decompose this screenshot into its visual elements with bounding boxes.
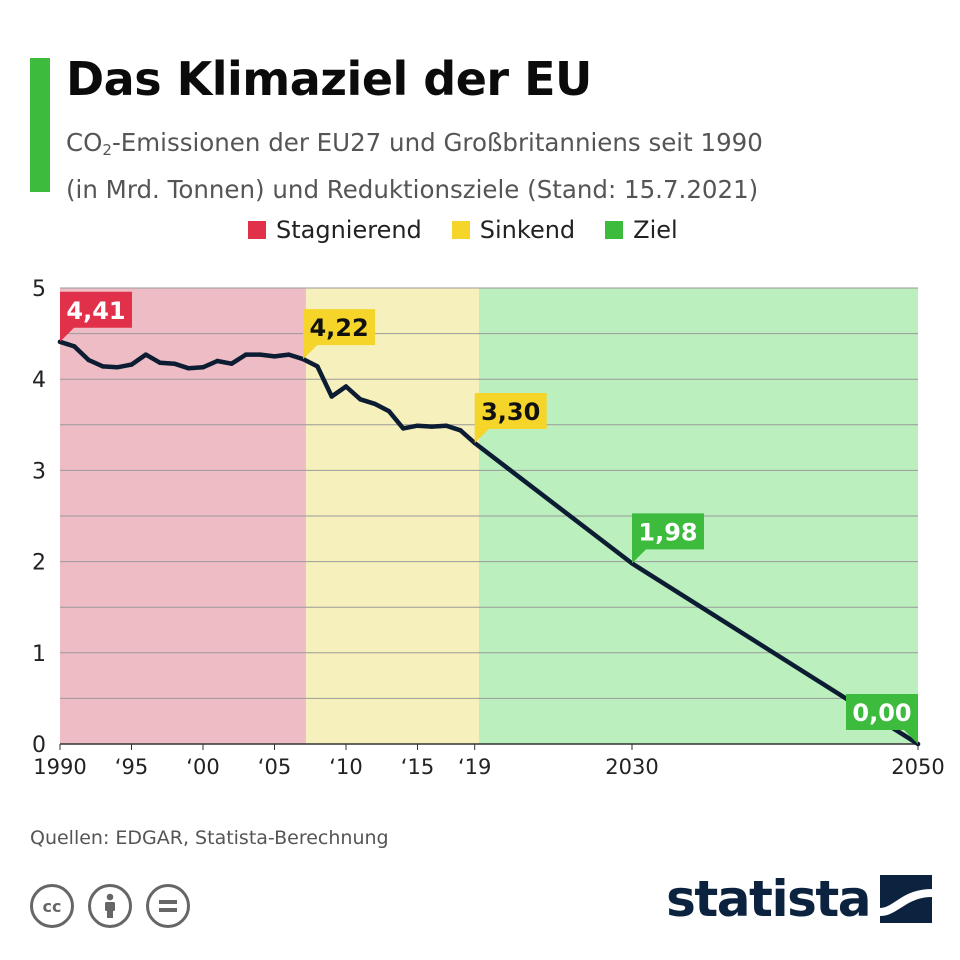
legend-swatch-stagnierend [248,221,266,239]
x-tick-label: 2030 [605,755,658,779]
data-point [415,423,420,428]
data-point [129,362,134,367]
data-point [243,352,249,357]
chart-title: Das Klimaziel der EU [66,52,592,106]
brand-wordmark: statista [666,870,871,928]
statista-logo[interactable]: statista [666,870,932,928]
x-tick-label: ‘10 [329,755,362,779]
x-tick-label: 1990 [33,755,86,779]
data-point [200,365,206,370]
x-tick-label: ‘00 [186,755,219,779]
statista-logo-icon [880,875,932,923]
data-point [100,364,106,369]
chart-legend: Stagnierend Sinkend Ziel [248,216,708,244]
chart-subtitle: CO2-Emissionen der EU27 und Großbritanni… [66,123,946,210]
data-point [315,364,320,369]
data-label: 1,98 [638,518,697,546]
data-label: 4,41 [66,297,125,325]
subtitle-subscript: 2 [102,141,112,159]
x-tick-label: ‘15 [401,755,434,779]
legend-swatch-ziel [605,221,624,239]
subtitle-rest: -Emissionen der EU27 und Großbritanniens… [111,128,763,157]
legend-label-stagnierend: Stagnierend [276,216,422,244]
x-tick-label: ‘19 [458,755,491,779]
subtitle-co: CO [66,128,103,157]
legend-swatch-sinkend [451,221,470,239]
subtitle-line-2: (in Mrd. Tonnen) und Reduktionsziele (St… [66,175,759,204]
legend-item-sinkend: Sinkend [451,216,576,244]
y-tick-label: 2 [32,551,46,576]
legend-item-stagnierend: Stagnierend [248,216,422,244]
x-tick-label: ‘05 [258,755,291,779]
callout-box [60,291,132,342]
series-line-0 [57,339,921,747]
data-point [329,394,334,399]
data-point [358,397,363,402]
data-point [157,360,163,365]
data-point [258,352,263,357]
data-label: 0,00 [852,699,911,727]
y-tick-label: 4 [32,368,46,393]
data-point [186,366,191,371]
data-point [72,344,77,349]
subtitle-line-1: CO2-Emissionen der EU27 und Großbritanni… [66,123,946,170]
data-point [372,401,377,407]
data-point [401,426,406,431]
x-tick-label: ‘95 [115,755,148,779]
cc-icon[interactable]: cc [30,884,74,928]
data-point [143,352,148,357]
legend-label-ziel: Ziel [633,216,678,244]
callout-box [846,694,918,744]
data-point [286,352,291,357]
y-tick-label: 1 [32,642,46,667]
data-point [229,361,234,366]
data-point [215,358,220,364]
y-tick-label: 0 [32,733,46,758]
data-point [443,423,449,428]
data-point [429,424,434,429]
data-label: 4,22 [309,314,368,342]
data-point [458,428,463,433]
emissions-chart: 0 1 2 3 4 5 1990 ‘95 ‘00 ‘05 ‘10 ‘15 ‘19 2030 2050 4,41… [32,277,945,779]
legend-label-sinkend: Sinkend [479,216,576,244]
data-point [386,408,392,414]
callout-box [632,513,704,564]
source-note: Quellen: EDGAR, Statista-Berechnung [30,827,389,849]
license-icons: cc [30,884,204,928]
x-tick-label: 2050 [891,755,944,779]
data-point [272,354,277,359]
callout-box [474,393,547,444]
title-accent-bar [30,58,50,192]
no-derivatives-icon[interactable] [146,884,190,928]
data-point [86,357,91,363]
legend-item-ziel: Ziel [605,216,678,244]
attribution-icon[interactable] [88,884,132,928]
data-label: 3,30 [481,398,540,426]
data-point [172,361,177,366]
y-tick-label: 5 [32,277,46,302]
data-point [115,365,120,370]
callout-box [303,309,376,360]
y-tick-label: 3 [32,459,46,484]
data-point [343,384,349,389]
